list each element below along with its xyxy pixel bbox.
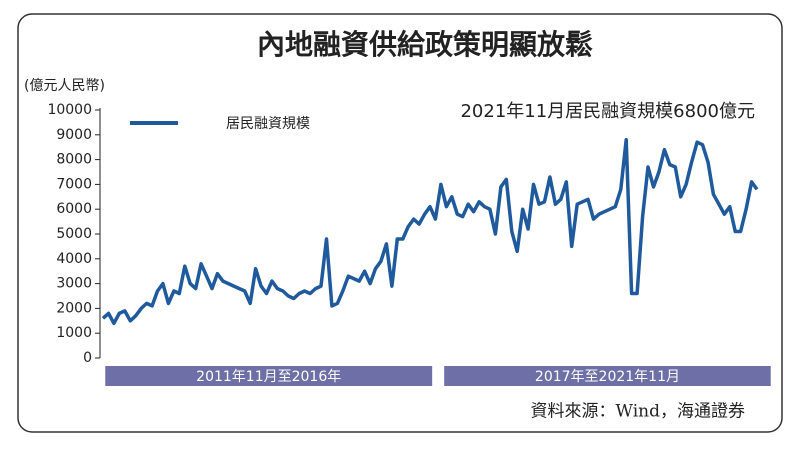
period-label: 2017年至2021年11月: [535, 369, 680, 385]
y-tick-label: 3000: [56, 276, 92, 292]
period-band: [105, 366, 433, 386]
y-tick-label: 9000: [56, 127, 92, 143]
y-tick-label: 6000: [56, 201, 92, 217]
y-tick-label: 10000: [47, 102, 92, 118]
legend-label: 居民融資規模: [226, 116, 310, 132]
y-axis-label: (億元人民幣): [24, 78, 105, 94]
line-series: [101, 138, 759, 326]
period-label: 2011年11月至2016年: [196, 369, 341, 385]
y-tick-label: 1000: [56, 325, 92, 341]
chart-title: 內地融資供給政策明顯放鬆: [257, 28, 593, 61]
period-band: [444, 366, 771, 386]
y-tick-label: 4000: [56, 251, 92, 267]
y-tick-label: 0: [83, 350, 92, 366]
y-tick-label: 8000: [56, 152, 92, 168]
frame: [17, 13, 783, 433]
annotation: 2021年11月居民融資規模6800億元: [460, 101, 755, 122]
y-tick-label: 2000: [56, 300, 92, 316]
y-tick-label: 7000: [56, 176, 92, 192]
source: 資料來源：Wind，海通證券: [531, 402, 745, 422]
y-tick-label: 5000: [56, 226, 92, 242]
